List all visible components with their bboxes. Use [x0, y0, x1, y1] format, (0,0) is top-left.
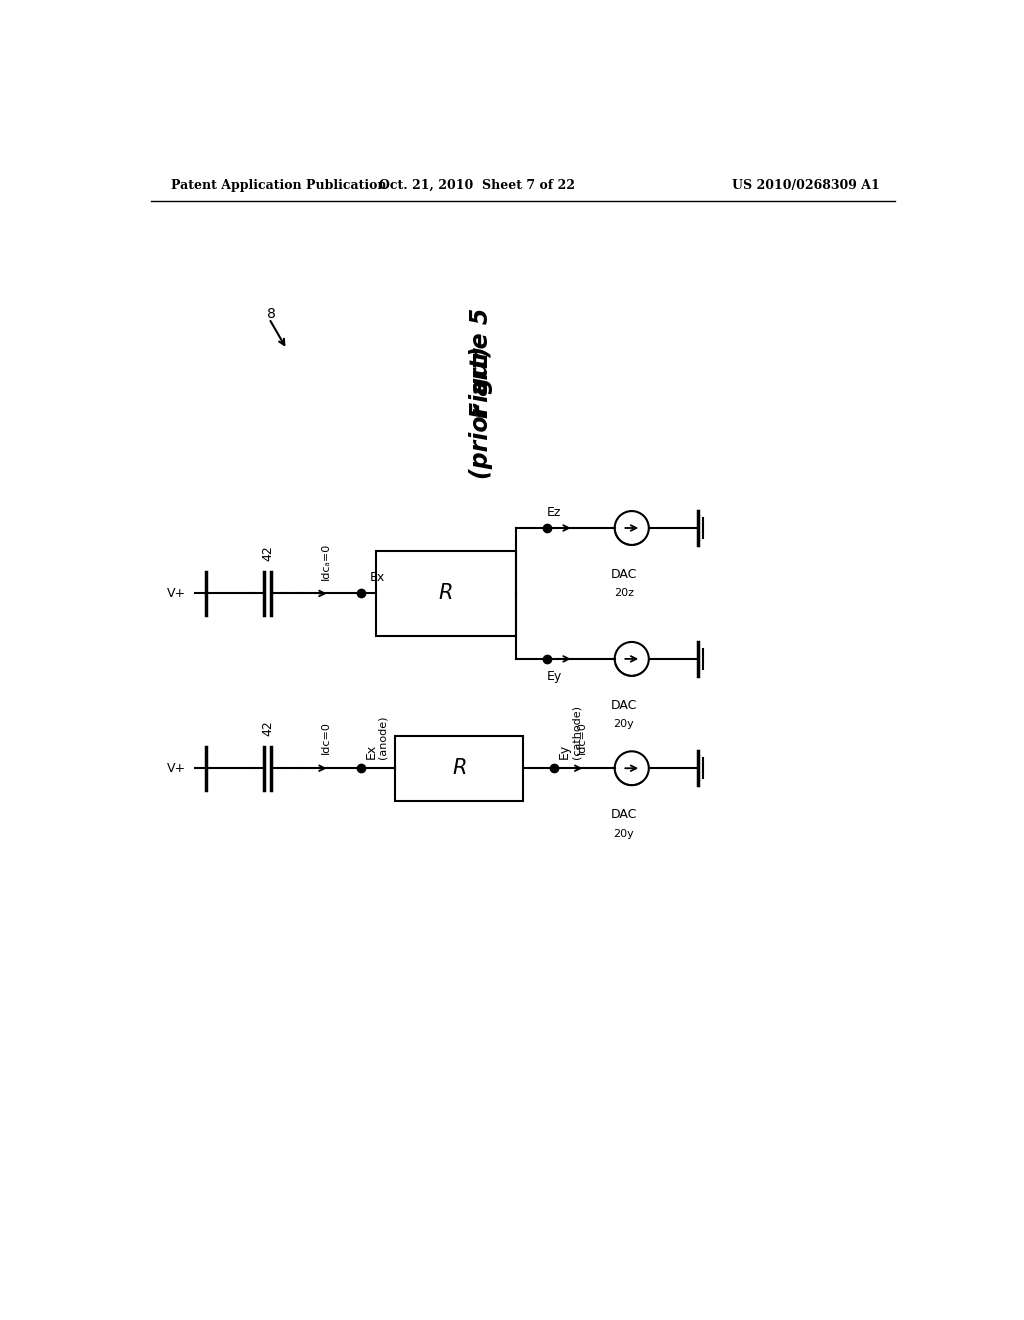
Text: Ez: Ez [547, 506, 561, 519]
Text: 20z: 20z [614, 589, 634, 598]
Text: V+: V+ [167, 762, 185, 775]
Text: (anode): (anode) [378, 715, 387, 759]
Text: Idc=0: Idc=0 [577, 722, 587, 755]
Text: Oct. 21, 2010  Sheet 7 of 22: Oct. 21, 2010 Sheet 7 of 22 [379, 178, 574, 191]
Text: Ey: Ey [547, 671, 562, 684]
Text: Patent Application Publication: Patent Application Publication [171, 178, 386, 191]
Text: DAC: DAC [610, 698, 637, 711]
Text: 20y: 20y [613, 719, 635, 730]
Text: R: R [438, 583, 453, 603]
Text: Idcₐ=0: Idcₐ=0 [321, 543, 331, 579]
Text: (prior art): (prior art) [469, 346, 493, 479]
Text: DAC: DAC [610, 568, 637, 581]
Text: Ex: Ex [370, 572, 385, 585]
Text: Idc=0: Idc=0 [321, 722, 331, 755]
Text: V+: V+ [167, 587, 185, 601]
Text: 42: 42 [261, 721, 274, 737]
Text: DAC: DAC [610, 808, 637, 821]
Text: 20y: 20y [613, 829, 635, 838]
Text: Figure 5: Figure 5 [469, 308, 493, 417]
Text: (cathode): (cathode) [571, 705, 582, 759]
Text: 42: 42 [261, 545, 274, 561]
Text: US 2010/0268309 A1: US 2010/0268309 A1 [732, 178, 880, 191]
Text: R: R [452, 758, 467, 779]
Text: Ey: Ey [558, 743, 571, 759]
Bar [376, 552, 515, 636]
Bar [395, 735, 523, 801]
Text: Ex: Ex [365, 743, 378, 759]
Text: 8: 8 [267, 308, 275, 321]
